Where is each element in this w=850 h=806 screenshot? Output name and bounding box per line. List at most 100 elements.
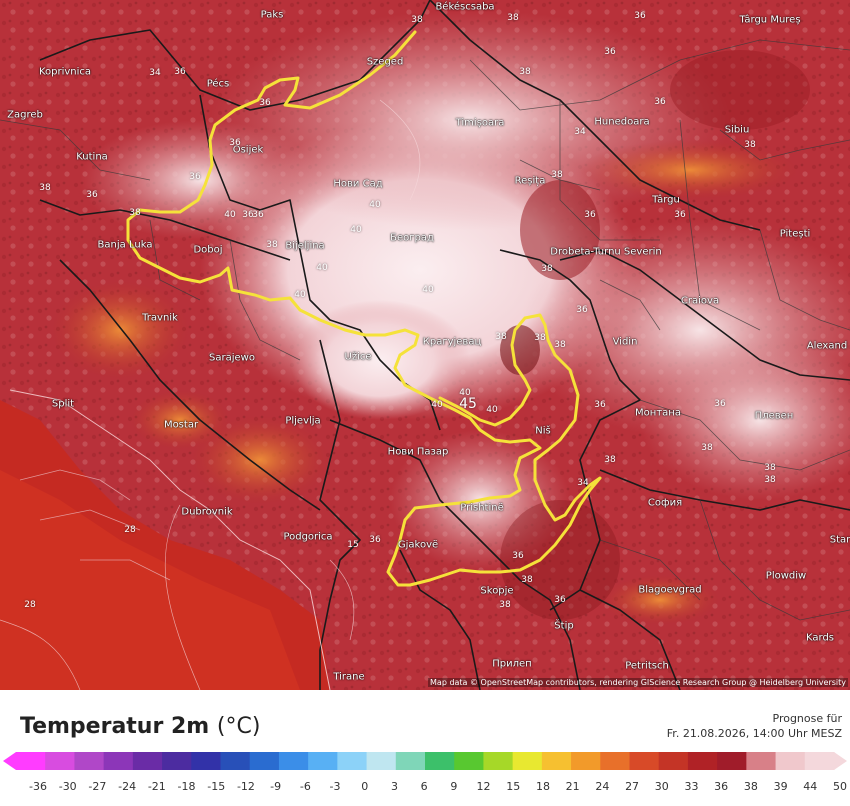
- temperature-value: 40: [459, 388, 471, 398]
- temperature-value: 40: [486, 405, 498, 415]
- temperature-value: 38: [129, 208, 141, 218]
- city-label: Békéscsaba: [435, 1, 495, 13]
- city-label: Reșița: [514, 175, 546, 187]
- city-label: Split: [51, 398, 75, 410]
- colorbar-tick-label: 33: [684, 780, 699, 793]
- colorbar-tick-label: -12: [236, 780, 255, 793]
- city-label: Târgu: [652, 194, 680, 206]
- colorbar-segment: [308, 752, 338, 770]
- colorbar-segment: [512, 752, 543, 770]
- temperature-value: 36: [229, 138, 241, 148]
- city-label: Mostar: [163, 419, 199, 431]
- colorbar-segment: [746, 752, 777, 770]
- colorbar-segment: [74, 752, 105, 770]
- temperature-value: 36: [189, 172, 201, 182]
- city-label: Нови Сад: [333, 178, 383, 190]
- colorbar-tick-label: -24: [118, 780, 137, 793]
- city-label: Star: [829, 534, 850, 546]
- map-svg: [0, 0, 850, 690]
- temperature-value: 36: [554, 595, 566, 605]
- temperature-value: 40: [422, 285, 434, 295]
- temperature-value: 36: [252, 210, 264, 220]
- city-label: Târgu Mureș: [739, 14, 801, 26]
- city-label: Blagoevgrad: [638, 584, 702, 596]
- temperature-value: 40: [316, 263, 328, 273]
- temperature-value: 34: [577, 478, 589, 488]
- colorbar-segment: [162, 752, 192, 770]
- colorbar-tick-label: 0: [361, 780, 369, 793]
- city-label: Drobeta-Turnu Severin: [550, 246, 662, 258]
- temperature-value: 38: [534, 333, 546, 343]
- temperature-value: 36: [594, 400, 606, 410]
- colorbar-arrow-right: [834, 752, 847, 770]
- colorbar-tick-label: 15: [506, 780, 521, 793]
- city-label: Prishtinë: [460, 502, 504, 514]
- temperature-value: 38: [519, 67, 531, 77]
- colorbar-tick-label: 44: [803, 780, 818, 793]
- city-label: София: [647, 497, 683, 509]
- colorbar-segment: [45, 752, 75, 770]
- temperature-value: 38: [507, 13, 519, 23]
- colorbar-tick-label: -6: [299, 780, 311, 793]
- temperature-value: 34: [574, 127, 586, 137]
- colorbar-tick-label: 6: [420, 780, 428, 793]
- colorbar-tick-label: -36: [29, 780, 47, 793]
- city-label: Užice: [344, 351, 372, 363]
- temperature-value: 45: [459, 396, 477, 412]
- temperature-value: 36: [674, 210, 686, 220]
- temperature-value: 38: [499, 600, 511, 610]
- colorbar-segment: [483, 752, 514, 770]
- colorbar-segment: [571, 752, 601, 770]
- colorbar-tick-label: -21: [147, 780, 166, 793]
- colorbar-segment: [191, 752, 221, 770]
- colorbar-segment: [16, 752, 46, 770]
- legend-title: Temperatur 2m (°C): [20, 714, 260, 739]
- temperature-value: 15: [347, 540, 359, 550]
- city-label: Прилеп: [492, 658, 532, 670]
- colorbar-segment: [337, 752, 368, 770]
- city-label: Timișoara: [455, 117, 505, 129]
- colorbar-segment: [600, 752, 630, 770]
- colorbar-segment: [395, 752, 426, 770]
- city-label: Монтана: [635, 407, 681, 419]
- highlight-outline: [126, 30, 602, 587]
- city-label: Doboj: [193, 244, 223, 256]
- city-label: Osijek: [232, 144, 264, 156]
- colorbar-tick-label: -3: [329, 780, 341, 793]
- temperature-value: 38: [541, 264, 553, 274]
- colorbar-segment: [804, 752, 835, 770]
- city-label: Sarajewo: [209, 352, 255, 364]
- city-label: Београд: [390, 232, 434, 244]
- temperature-value: 40: [224, 210, 236, 220]
- temperature-value: 36: [714, 399, 726, 409]
- temperature-value: 38: [604, 455, 616, 465]
- legend-title-unit: (°C): [216, 714, 261, 739]
- colorbar-tick-label: 38: [743, 780, 758, 793]
- city-label: Alexand: [806, 340, 848, 352]
- colorbar-segment: [425, 752, 455, 770]
- city-label: Travnik: [142, 312, 178, 324]
- forecast-date: Fr. 21.08.2026, 14:00 Uhr MESZ: [666, 727, 842, 740]
- colorbar-segment: [249, 752, 280, 770]
- city-label: Skopje: [480, 585, 514, 597]
- city-label: Kards: [805, 632, 835, 644]
- colorbar-tick-label: 50: [833, 780, 847, 793]
- colorbar-segment: [775, 752, 806, 770]
- city-label: Sibiu: [724, 124, 750, 136]
- forecast-label: Prognose für: [772, 712, 843, 725]
- map-attribution[interactable]: Map data © OpenStreetMap contributors, r…: [428, 678, 848, 687]
- colorbar-tick-label: 21: [565, 780, 580, 793]
- colorbar-tick-label: 24: [595, 780, 610, 793]
- city-label: Vidin: [612, 336, 638, 348]
- temperature-map[interactable]: Paks Békéscsaba Târgu Mureș Koprivnica Pécs S…: [0, 0, 850, 690]
- colorbar: [3, 752, 847, 770]
- colorbar-tick-label: -27: [88, 780, 107, 793]
- temperature-value: 40: [431, 400, 443, 410]
- colorbar-tick-label: -30: [58, 780, 77, 793]
- city-label: Hunedoara: [594, 116, 650, 128]
- temperature-value: 38: [744, 140, 756, 150]
- temperature-value: 38: [764, 475, 776, 485]
- city-label: Pljevlja: [285, 415, 321, 427]
- temperature-value: 38: [411, 15, 423, 25]
- temperature-value: 36: [242, 210, 254, 220]
